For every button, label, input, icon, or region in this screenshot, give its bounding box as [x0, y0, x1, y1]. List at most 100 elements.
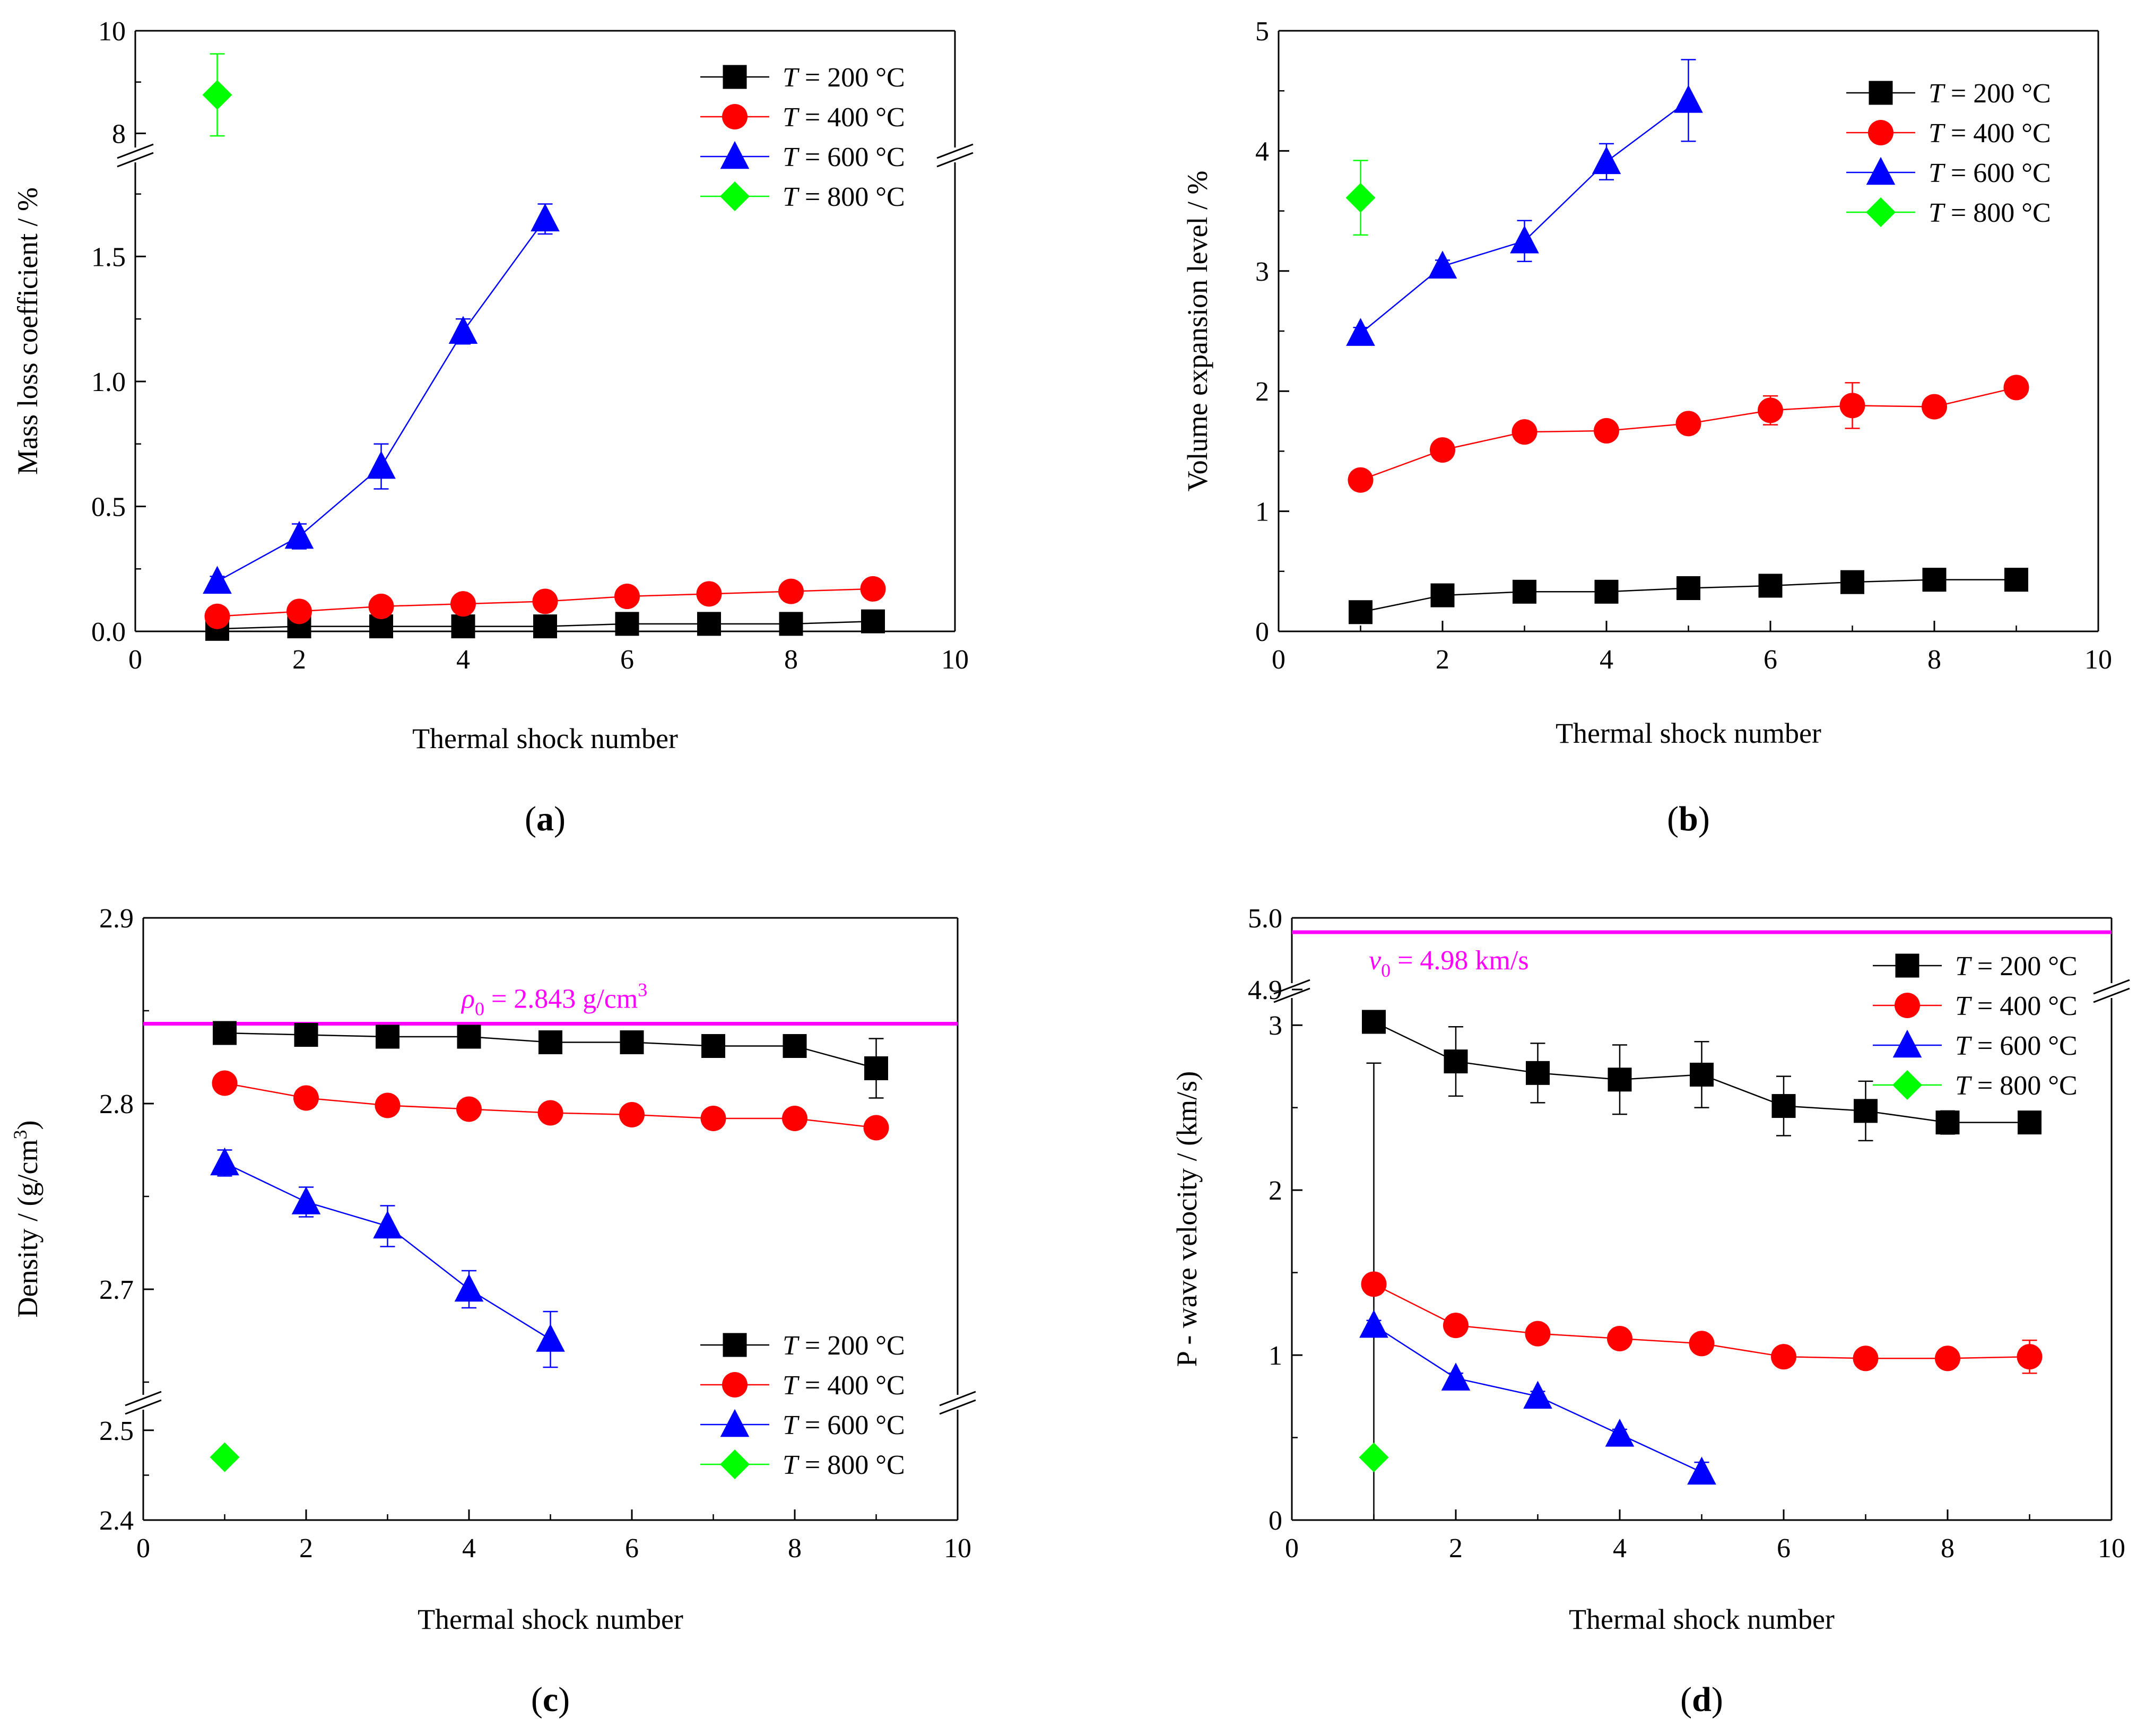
data-point — [373, 1210, 402, 1239]
x-tick-label: 2 — [299, 1533, 313, 1564]
legend: T = 200 °CT = 400 °CT = 600 °CT = 800 °C — [1846, 79, 2051, 228]
y-axis-title: P - wave velocity / (km/s) — [1171, 1071, 1203, 1367]
series-T800 — [210, 1442, 240, 1472]
legend-value: = 200 °C — [798, 63, 905, 93]
series-T400 — [204, 576, 886, 629]
data-point — [368, 593, 394, 619]
data-point — [1511, 419, 1537, 445]
data-point — [1345, 183, 1376, 213]
series-T200 — [213, 1021, 888, 1099]
data-point — [1359, 1442, 1389, 1472]
legend-marker — [1869, 81, 1893, 105]
legend-value: = 400 °C — [798, 102, 905, 133]
data-point — [1689, 1331, 1715, 1357]
x-axis-title: Thermal shock number — [418, 1603, 683, 1635]
reference-line-label: ρ0 = 2.843 g/cm3 — [461, 979, 647, 1020]
data-point — [1674, 85, 1703, 113]
data-point — [210, 1147, 239, 1176]
y-tick-label: 4.9 — [1248, 975, 1282, 1005]
data-point — [1444, 1049, 1468, 1074]
y-tick-label: 2.8 — [99, 1089, 134, 1119]
data-point — [1840, 570, 1864, 594]
data-point — [451, 614, 475, 639]
series-T800 — [202, 53, 232, 137]
legend-value: = 600 °C — [1970, 1031, 2078, 1061]
data-point — [864, 1056, 888, 1080]
data-point — [1935, 1110, 1960, 1135]
series-T200 — [1349, 568, 2028, 624]
legend: T = 200 °CT = 400 °CT = 600 °CT = 800 °C — [700, 63, 905, 212]
legend-marker — [722, 1372, 748, 1398]
x-tick-label: 6 — [1764, 645, 1777, 675]
axis-break-mark — [125, 1391, 162, 1415]
panel-caption: (b) — [1667, 800, 1710, 838]
data-point — [1594, 418, 1619, 444]
x-tick-label: 8 — [1927, 645, 1941, 675]
data-point — [1523, 1381, 1552, 1409]
legend-marker — [1866, 197, 1896, 227]
legend-entry: T = 600 °C — [783, 142, 905, 172]
series-T400 — [1348, 375, 2029, 493]
data-point — [204, 603, 230, 629]
series-T600 — [1359, 1309, 1716, 1485]
data-point — [1594, 579, 1619, 604]
data-point — [1349, 600, 1372, 624]
legend-entry: T = 400 °C — [783, 102, 905, 133]
legend-symbol: T — [783, 1450, 800, 1480]
data-point — [1346, 318, 1375, 346]
data-point — [532, 588, 558, 614]
legend-entry: T = 600 °C — [1955, 1031, 2078, 1061]
data-point — [697, 612, 721, 636]
data-point — [210, 1442, 240, 1472]
x-tick-label: 6 — [625, 1533, 639, 1564]
legend: T = 200 °CT = 400 °CT = 600 °CT = 800 °C — [700, 1331, 905, 1480]
data-point — [1935, 1346, 1960, 1372]
data-point — [614, 584, 640, 610]
data-point — [2018, 1110, 2042, 1135]
legend-marker — [720, 141, 750, 169]
x-tick-label: 10 — [944, 1533, 971, 1564]
data-point — [696, 581, 722, 607]
series-T400 — [212, 1070, 889, 1141]
data-point — [1607, 1325, 1632, 1351]
data-point — [454, 1273, 484, 1302]
data-point — [1758, 574, 1783, 598]
x-tick-label: 4 — [462, 1533, 476, 1564]
series-line — [224, 1162, 551, 1340]
data-point — [2017, 1344, 2043, 1370]
y-tick-label: 0 — [1255, 617, 1269, 647]
legend-value: = 200 °C — [1970, 951, 2078, 982]
panel-d: 0 2 4 6 8 10 0 1 2 3 4.9 5.0 Thermal shock number P -… — [1171, 904, 2130, 1719]
legend-value: = 800 °C — [1970, 1071, 2078, 1101]
x-tick-label: 8 — [788, 1533, 802, 1564]
data-point — [620, 1030, 644, 1054]
panel-caption: (a) — [525, 800, 566, 838]
legend-marker — [720, 181, 750, 211]
x-tick-label: 4 — [456, 645, 470, 675]
caption-open: ( — [525, 800, 536, 838]
legend-marker — [1892, 1070, 1922, 1100]
data-point — [448, 316, 478, 344]
y-tick-label: 2 — [1269, 1176, 1282, 1206]
legend-entry: T = 200 °C — [1955, 951, 2078, 982]
panel-c-axes: 0 2 4 6 8 10 2.7 2.8 2.9 2.4 2.5 — [99, 904, 976, 1564]
data-point — [1687, 1456, 1716, 1485]
legend-symbol: T — [1955, 951, 1972, 982]
legend-entry: T = 400 °C — [783, 1370, 905, 1401]
data-point — [1922, 394, 1947, 420]
legend-symbol: T — [783, 142, 800, 172]
panel-b-axes: 0 2 4 6 8 10 0 1 2 3 4 5 — [1255, 16, 2112, 675]
data-point — [2004, 568, 2028, 592]
caption-close: ) — [1698, 800, 1710, 838]
x-tick-label: 8 — [1941, 1533, 1954, 1564]
legend-symbol: T — [783, 182, 800, 212]
data-point — [1839, 393, 1865, 419]
caption-letter: c — [543, 1680, 558, 1719]
data-point — [1675, 411, 1701, 437]
legend-value: = 400 °C — [1970, 991, 2078, 1021]
data-point — [1690, 1062, 1714, 1087]
panel-caption: (c) — [531, 1680, 570, 1719]
y-tick-label: 3 — [1269, 1011, 1282, 1041]
legend-symbol: T — [783, 1410, 800, 1440]
ref-superscript: 3 — [638, 979, 647, 1001]
